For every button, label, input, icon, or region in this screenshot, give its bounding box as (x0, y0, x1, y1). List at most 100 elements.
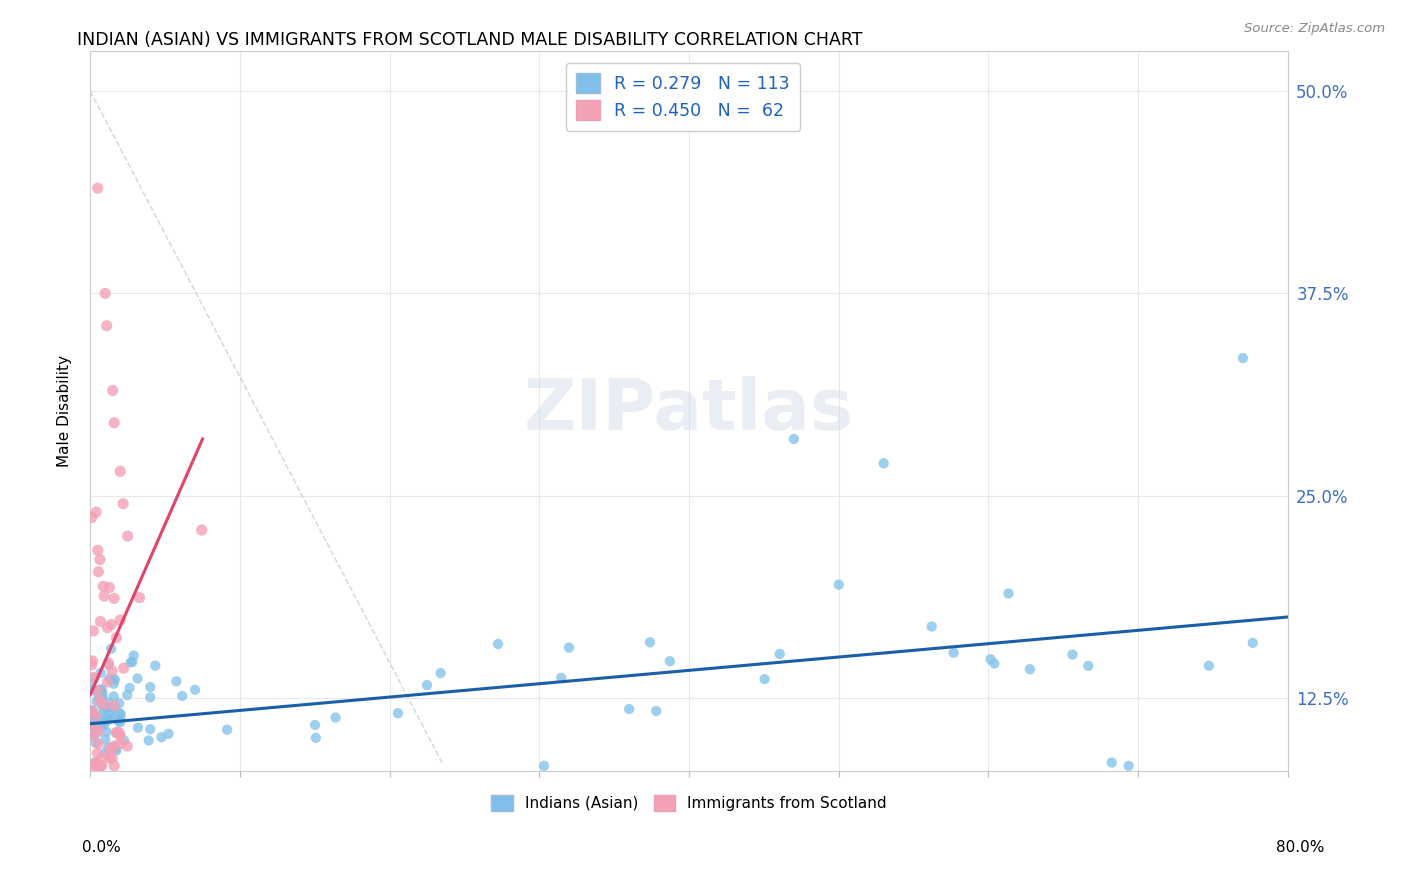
Point (94, 732, 117, 747)
Point (87, 718, 110, 732)
Point (108, 696, 131, 710)
Point (754, 672, 776, 686)
Point (80, 706, 103, 721)
Point (80, 657, 103, 672)
Point (100, 617, 122, 632)
Point (997, 586, 1019, 600)
Point (87, 683, 110, 698)
Point (387, 706, 409, 721)
Text: 80.0%: 80.0% (1277, 839, 1324, 855)
Point (98, 581, 121, 595)
Point (86, 712, 108, 726)
Point (619, 702, 641, 716)
Point (90, 682, 112, 697)
Point (101, 672, 124, 686)
Text: INDIAN (ASIAN) VS IMMIGRANTS FROM SCOTLAND MALE DISABILITY CORRELATION CHART: INDIAN (ASIAN) VS IMMIGRANTS FROM SCOTLA… (77, 31, 863, 49)
Point (98, 672, 121, 686)
Point (103, 677, 125, 691)
Point (97, 740, 120, 755)
Point (100, 641, 122, 656)
Point (1118, 759, 1140, 773)
Point (82, 728, 104, 742)
Point (1198, 658, 1220, 673)
Point (110, 613, 132, 627)
Point (103, 416, 125, 430)
Point (118, 681, 141, 695)
Point (87, 723, 110, 738)
Text: ZIPatlas: ZIPatlas (524, 376, 853, 445)
Point (91, 751, 114, 765)
Point (83, 683, 105, 698)
Point (122, 648, 145, 663)
Point (1077, 658, 1099, 673)
Point (828, 577, 851, 591)
Point (91, 687, 114, 701)
Point (87, 737, 110, 751)
Point (84, 708, 107, 723)
Point (120, 656, 142, 670)
Y-axis label: Male Disability: Male Disability (58, 355, 72, 467)
Point (105, 743, 128, 757)
Point (87, 543, 110, 558)
Point (143, 658, 166, 673)
Point (101, 711, 124, 725)
Point (80, 714, 103, 728)
Point (1232, 351, 1254, 365)
Point (533, 759, 555, 773)
Point (98, 751, 121, 765)
Point (304, 718, 326, 732)
Point (80, 720, 103, 734)
Point (983, 657, 1005, 671)
Point (112, 733, 135, 747)
Point (86, 746, 108, 760)
Point (107, 714, 129, 728)
Point (110, 707, 132, 722)
Point (96, 700, 118, 714)
Point (108, 711, 131, 725)
Point (1019, 662, 1042, 676)
Point (82, 671, 104, 685)
Point (103, 759, 125, 773)
Point (98, 706, 121, 720)
Point (105, 725, 128, 739)
Point (103, 739, 125, 753)
Point (87, 181, 110, 195)
Point (101, 664, 124, 678)
Point (127, 672, 149, 686)
Point (117, 529, 139, 543)
Point (486, 637, 509, 651)
Legend: Indians (Asian), Immigrants from Scotland: Indians (Asian), Immigrants from Scotlan… (485, 789, 893, 817)
Point (101, 751, 124, 765)
Point (139, 723, 162, 737)
Point (101, 384, 124, 398)
Point (86, 694, 108, 708)
Point (82, 723, 104, 737)
Point (96, 724, 118, 739)
Point (190, 523, 212, 537)
Point (90, 759, 112, 773)
Point (90, 697, 112, 711)
Point (103, 690, 125, 704)
Point (83, 671, 105, 685)
Point (108, 706, 131, 720)
Point (550, 671, 572, 685)
Text: Source: ZipAtlas.com: Source: ZipAtlas.com (1244, 22, 1385, 36)
Point (165, 674, 187, 689)
Point (139, 690, 162, 705)
Point (87, 565, 110, 579)
Point (217, 723, 239, 737)
Point (94, 286, 117, 301)
Point (103, 698, 125, 713)
Point (96, 714, 118, 728)
Point (1062, 648, 1084, 662)
Point (110, 736, 132, 750)
Point (80, 703, 103, 717)
Point (84, 735, 107, 749)
Point (96, 675, 118, 690)
Point (80, 510, 103, 524)
Point (94, 746, 117, 760)
Point (82, 725, 104, 739)
Point (91, 579, 114, 593)
Point (112, 497, 135, 511)
Point (104, 673, 127, 687)
